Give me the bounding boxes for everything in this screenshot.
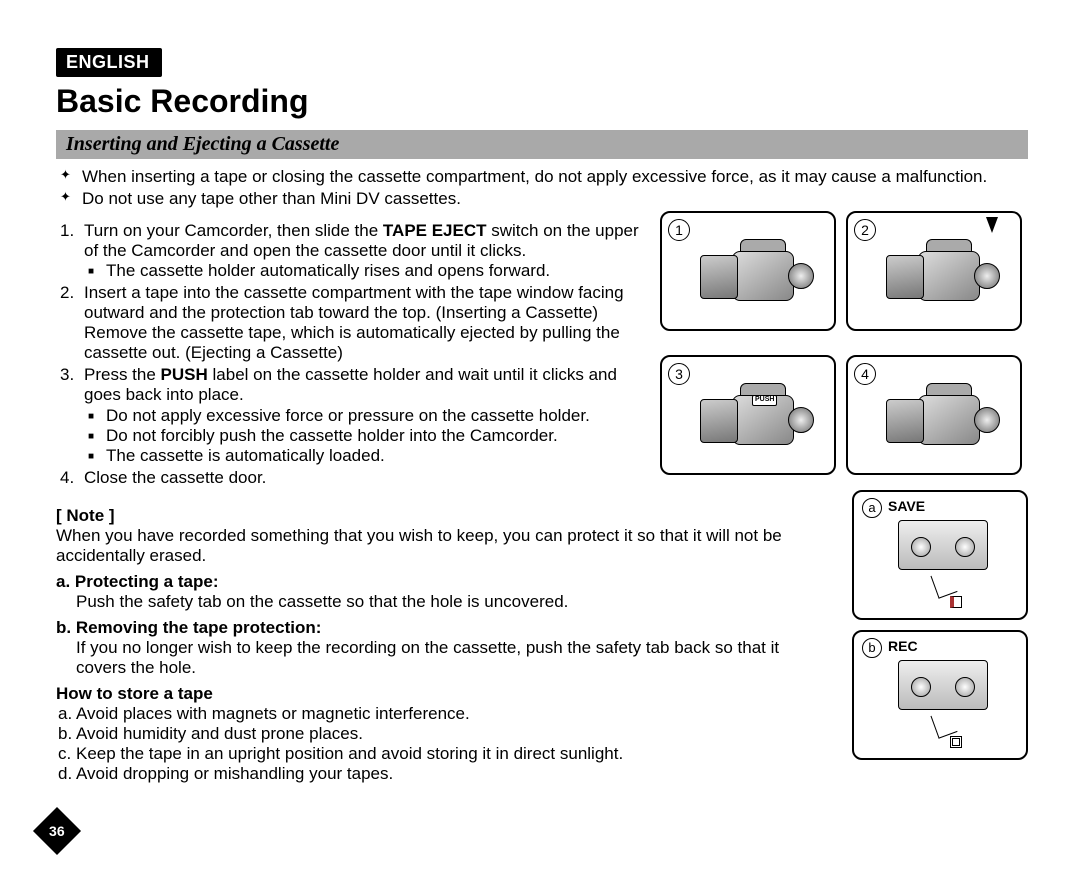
protect-heading: a. Protecting a tape: [56,572,832,592]
tape-figure-rec: b REC [852,630,1028,760]
step-text: Turn on your Camcorder, then slide the [84,221,383,240]
figure-4: 4 [846,355,1022,475]
store-item: Keep the tape in an upright position and… [76,744,832,764]
push-label: PUSH [752,395,777,405]
body-area: When inserting a tape or closing the cas… [56,167,1028,784]
step-text: Press the [84,365,161,384]
step-text: Close the cassette door. [84,468,266,487]
figure-1: 1 [660,211,836,331]
figure-2: 2 [846,211,1022,331]
steps-list: Turn on your Camcorder, then slide the T… [56,221,642,488]
pointer-line [930,569,957,598]
arrow-down-icon [986,217,998,233]
substep-item: The cassette is automatically loaded. [106,446,642,466]
language-badge: ENGLISH [56,48,162,77]
protect-body: Push the safety tab on the cassette so t… [56,592,832,612]
warning-list: When inserting a tape or closing the cas… [56,167,1028,209]
tape-figures: a SAVE b REC [852,490,1028,785]
figure-grid: 1 2 3 PUSH 4 [660,211,1028,490]
tape-figure-letter: a [862,498,882,518]
tape-figure-save: a SAVE [852,490,1028,620]
remove-protection-body: If you no longer wish to keep the record… [56,638,832,678]
tab-open-icon [950,596,962,608]
substep-item: The cassette holder automatically rises … [106,261,642,281]
warning-item: Do not use any tape other than Mini DV c… [82,189,1028,209]
substep-item: Do not apply excessive force or pressure… [106,406,642,426]
figure-number: 2 [854,219,876,241]
substep-item: Do not forcibly push the cassette holder… [106,426,642,446]
step-item: Turn on your Camcorder, then slide the T… [84,221,642,281]
store-item: Avoid places with magnets or magnetic in… [76,704,832,724]
page-number-badge: 36 [33,807,81,855]
step-item: Close the cassette door. [84,468,642,488]
step-bold: PUSH [161,365,208,384]
pointer-line [930,709,957,738]
remove-protection-heading: b. Removing the tape protection: [56,618,832,638]
figure-3: 3 PUSH [660,355,836,475]
manual-page: ENGLISH Basic Recording Inserting and Ej… [0,0,1080,880]
store-list: Avoid places with magnets or magnetic in… [56,704,832,784]
store-item: Avoid dropping or mishandling your tapes… [76,764,832,784]
substep-list: The cassette holder automatically rises … [84,261,642,281]
tape-figure-label: REC [888,638,918,655]
store-heading: How to store a tape [56,684,832,704]
figure-number: 1 [668,219,690,241]
step-item: Press the PUSH label on the cassette hol… [84,365,642,465]
store-item: Avoid humidity and dust prone places. [76,724,832,744]
step-bold: TAPE EJECT [383,221,487,240]
substep-list: Do not apply excessive force or pressure… [84,406,642,466]
warning-item: When inserting a tape or closing the cas… [82,167,1028,187]
tab-closed-icon [950,736,962,748]
section-heading: Inserting and Ejecting a Cassette [56,130,1028,159]
note-intro: When you have recorded something that yo… [56,526,832,566]
cassette-icon [898,520,988,570]
step-text: Insert a tape into the cassette compartm… [84,283,624,362]
page-title: Basic Recording [56,83,1028,120]
page-number: 36 [49,823,65,839]
step-item: Insert a tape into the cassette compartm… [84,283,642,363]
tape-figure-label: SAVE [888,498,925,515]
note-block: [ Note ] When you have recorded somethin… [56,506,832,785]
note-heading: [ Note ] [56,506,832,526]
cassette-icon [898,660,988,710]
tape-figure-letter: b [862,638,882,658]
